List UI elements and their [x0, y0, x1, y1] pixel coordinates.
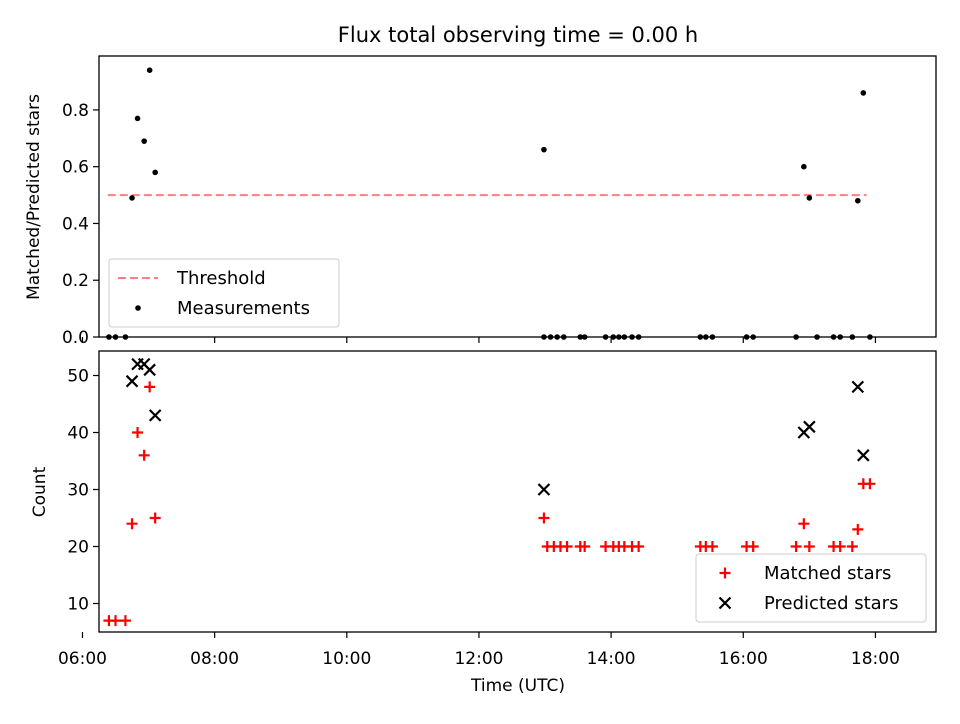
y-tick-label: 50 [67, 367, 89, 387]
bottom-y-axis-label: Count [30, 466, 50, 517]
y-tick-label: 0.0 [62, 328, 89, 348]
predicted-stars-point [125, 374, 139, 388]
y-tick-label: 0.8 [62, 101, 89, 121]
matched-stars-point [538, 512, 550, 524]
predicted-stars-point [803, 420, 816, 434]
matched-stars-point [144, 381, 156, 393]
legend-predicted-stars-swatch [718, 596, 732, 610]
matched-stars-point [138, 449, 150, 461]
x-tick-label: 10:00 [322, 649, 371, 669]
x-tick-label: 06:00 [58, 649, 107, 669]
predicted-stars-point [857, 449, 870, 462]
markers-group [103, 357, 876, 627]
axes-frame [98, 350, 937, 633]
counts-panel: 10 20 30 40 50 06:00 08:00 10:00 12:00 14:00 16:00… [58, 350, 937, 669]
legend-label: Predicted stars [764, 593, 898, 614]
x-tick-label: 12:00 [454, 649, 503, 669]
predicted-stars-point [851, 380, 865, 394]
measurements-point [152, 169, 158, 176]
y-tick-label: 30 [67, 481, 89, 501]
x-tick-label: 14:00 [587, 649, 636, 669]
matched-stars-point [834, 541, 846, 553]
matched-stars-point [126, 518, 138, 530]
matched-stars-point [864, 478, 876, 490]
legend-frame [695, 553, 927, 623]
measurements-point [146, 67, 153, 73]
matched-stars-point [561, 541, 573, 553]
measurements-point [855, 197, 861, 204]
x-axis-label: Time (UTC) [470, 676, 565, 696]
matched-stars-point [706, 541, 718, 553]
measurements-point [129, 195, 135, 201]
legend-measurements-swatch [135, 305, 141, 311]
x-tick-label: 08:00 [190, 649, 239, 669]
matched-stars-point [110, 615, 122, 627]
matched-stars-point [633, 541, 645, 553]
legend-matched-stars-swatch [719, 567, 731, 579]
y-tick-label: 20 [67, 538, 89, 558]
measurements-point [860, 90, 867, 96]
legend-frame [108, 258, 340, 328]
legend-label: Threshold [176, 268, 266, 289]
measurements-point [541, 146, 547, 153]
x-tick-label: 18:00 [851, 649, 900, 669]
predicted-stars-point [143, 363, 156, 377]
markers-group [129, 67, 867, 204]
predicted-stars-point [537, 483, 551, 496]
matched-stars-point [119, 615, 131, 627]
matched-stars-point [846, 541, 858, 553]
matched-stars-point [803, 541, 815, 553]
legend: Threshold Measurements [108, 258, 340, 328]
measurements-point [134, 115, 141, 122]
measurements-point [141, 138, 147, 144]
matched-stars-point [747, 541, 759, 553]
predicted-stars-point [148, 409, 162, 422]
y-tick-label: 40 [67, 424, 89, 444]
matched-stars-point [790, 541, 802, 553]
legend-label: Matched stars [764, 563, 891, 584]
top-y-axis-label: Matched/Predicted stars [24, 94, 44, 300]
matched-stars-point [579, 541, 591, 553]
matched-stars-point [149, 512, 161, 524]
measurements-point [806, 195, 813, 201]
matched-stars-point [798, 518, 810, 530]
legend-label: Measurements [177, 298, 310, 319]
y-tick-label: 0.2 [62, 271, 89, 291]
x-tick-label: 16:00 [719, 649, 768, 669]
axes-frame [98, 55, 937, 338]
y-tick-label: 10 [67, 595, 89, 615]
measurements-point [801, 163, 807, 170]
y-tick-label: 0.6 [62, 158, 89, 178]
legend: Matched stars Predicted stars [695, 553, 927, 623]
ratio-panel: 0.0 0.2 0.4 0.6 0.8 Threshold Measurements [62, 55, 937, 348]
matched-stars-point [132, 427, 144, 439]
y-tick-label: 0.4 [62, 214, 89, 234]
chart-title: Flux total observing time = 0.00 h [338, 23, 698, 47]
matched-stars-point [852, 523, 864, 535]
